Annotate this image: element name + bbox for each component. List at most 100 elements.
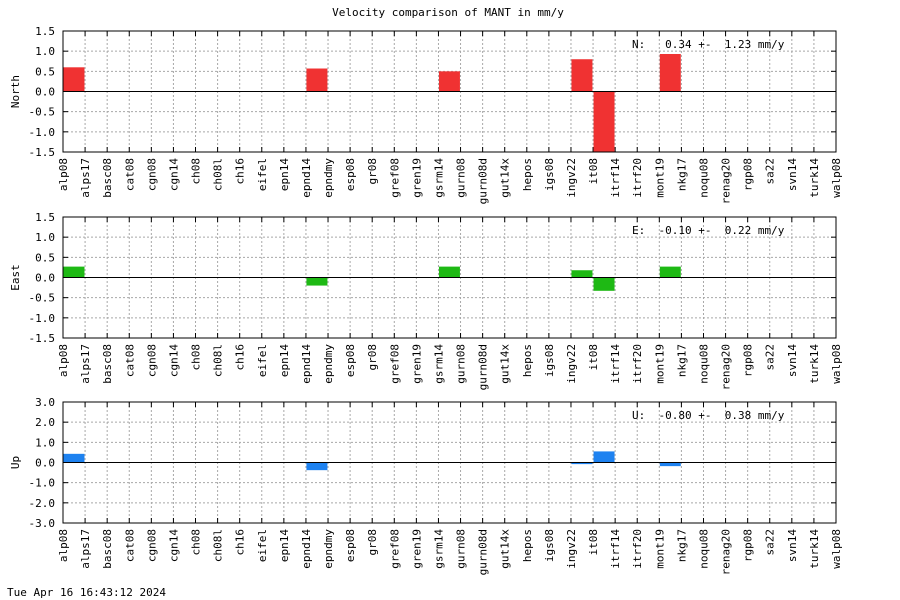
bar-epnd14 [306, 462, 328, 471]
y-tick-label: -2.0 [29, 497, 56, 510]
y-tick-label: 1.5 [35, 25, 55, 38]
bar-alp08 [63, 453, 85, 463]
x-tick-label: epndmy [322, 529, 335, 569]
bar-it08 [593, 91, 615, 152]
y-tick-label: 0.0 [35, 457, 55, 470]
x-tick-label: ch08l [212, 158, 225, 191]
x-tick-label: igs08 [543, 158, 556, 191]
bar-mont19 [659, 266, 681, 278]
y-tick-label: -3.0 [29, 517, 56, 530]
x-tick-label: hepos [521, 344, 534, 377]
x-tick-label: eifel [256, 344, 269, 377]
y-tick-label: 1.0 [35, 231, 55, 244]
x-tick-label: ingv22 [565, 158, 578, 198]
x-tick-label: epn14 [278, 529, 291, 562]
x-tick-label: ch08 [190, 529, 203, 556]
y-tick-label: -1.0 [29, 312, 56, 325]
bar-ingv22 [571, 59, 593, 92]
x-tick-label: it08 [587, 529, 600, 556]
x-tick-label: epn14 [278, 158, 291, 191]
x-tick-label: ch08 [190, 344, 203, 371]
panel-up: -3.0 -2.0 -1.0 0.0 1.0 2.0 3.0 alp08 alps17 basc0… [9, 396, 843, 575]
x-tick-label: epndmy [322, 158, 335, 198]
x-tick-label: walp08 [830, 344, 843, 384]
bar-gsrm14 [438, 71, 460, 92]
x-tick-label: ch16 [234, 529, 247, 556]
timestamp-label: Tue Apr 16 16:43:12 2024 [7, 586, 166, 599]
x-tick-label: epndmy [322, 344, 335, 384]
x-tick-label: gut14x [499, 529, 512, 569]
x-tick-label: gr08 [366, 158, 379, 185]
x-tick-label: cat08 [123, 158, 136, 191]
x-tick-label: rgp08 [742, 529, 755, 562]
bar-mont19 [659, 53, 681, 92]
x-tick-label: walp08 [830, 529, 843, 569]
x-tick-label: sa22 [764, 344, 777, 371]
x-tick-label: epnd14 [300, 344, 313, 384]
x-tick-label: svn14 [786, 529, 799, 562]
x-tick-label: ingv22 [565, 344, 578, 384]
x-tick-label: it08 [587, 344, 600, 371]
y-tick-label: -0.5 [29, 292, 56, 305]
x-tick-label: nkg17 [675, 158, 688, 191]
y-tick-label: 3.0 [35, 396, 55, 409]
x-tick-label: cgn14 [167, 158, 180, 191]
x-tick-label: gurn08d [477, 344, 490, 390]
x-tick-label: alp08 [57, 344, 70, 377]
x-tick-label: rgp08 [742, 344, 755, 377]
x-tick-label: renag20 [720, 344, 733, 390]
y-tick-label: 0.5 [35, 251, 55, 264]
y-tick-label: -1.0 [29, 477, 56, 490]
x-tick-label: ch08l [212, 529, 225, 562]
y-tick-label: 1.0 [35, 45, 55, 58]
x-tick-label: gsrm14 [432, 344, 445, 384]
summary-annotation: E: -0.10 +- 0.22 mm/y [632, 224, 785, 237]
x-tick-label: renag20 [720, 158, 733, 204]
x-tick-label: cgn14 [167, 529, 180, 562]
x-tick-label: gurn08 [455, 529, 468, 569]
x-tick-label: itrf14 [609, 344, 622, 384]
x-tick-label: gren19 [410, 344, 423, 384]
summary-annotation: N: 0.34 +- 1.23 mm/y [632, 38, 785, 51]
x-tick-label: walp08 [830, 158, 843, 198]
x-tick-label: cat08 [123, 529, 136, 562]
x-tick-label: gref08 [388, 344, 401, 384]
bar-epnd14 [306, 277, 328, 286]
x-tick-label: basc08 [101, 344, 114, 384]
x-tick-label: itrf14 [609, 529, 622, 569]
bar-it08 [593, 277, 615, 291]
x-tick-label: rgp08 [742, 158, 755, 191]
x-tick-label: noqu08 [697, 158, 710, 198]
x-tick-label: nkg17 [675, 344, 688, 377]
x-tick-label: mont19 [653, 158, 666, 198]
x-tick-label: alp08 [57, 529, 70, 562]
x-tick-label: epnd14 [300, 158, 313, 198]
x-tick-label: gref08 [388, 158, 401, 198]
x-tick-label: gurn08 [455, 158, 468, 198]
bar-gsrm14 [438, 266, 460, 278]
x-tick-label: esp08 [344, 344, 357, 377]
x-tick-label: itrf14 [609, 158, 622, 198]
x-tick-label: gr08 [366, 529, 379, 556]
x-tick-label: gren19 [410, 158, 423, 198]
bar-it08 [593, 451, 615, 463]
x-tick-label: alp08 [57, 158, 70, 191]
x-tick-label: eifel [256, 529, 269, 562]
bar-ingv22 [571, 462, 593, 465]
bar-ingv22 [571, 270, 593, 278]
x-tick-label: eifel [256, 158, 269, 191]
x-tick-label: cgn08 [145, 344, 158, 377]
x-tick-label: cgn08 [145, 529, 158, 562]
y-tick-label: -1.5 [29, 146, 56, 159]
x-tick-label: noqu08 [697, 529, 710, 569]
panel-north: -1.5 -1.0 -0.5 0.0 0.5 1.0 1.5 alp08 alps17 basc0… [9, 25, 843, 204]
x-tick-label: alps17 [79, 158, 92, 198]
x-tick-label: gsrm14 [432, 529, 445, 569]
x-tick-label: cgn14 [167, 344, 180, 377]
x-tick-label: svn14 [786, 344, 799, 377]
x-tick-label: alps17 [79, 344, 92, 384]
x-tick-label: gren19 [410, 529, 423, 569]
y-axis-label: East [9, 264, 22, 291]
x-tick-label: ch16 [234, 344, 247, 371]
x-tick-label: gref08 [388, 529, 401, 569]
